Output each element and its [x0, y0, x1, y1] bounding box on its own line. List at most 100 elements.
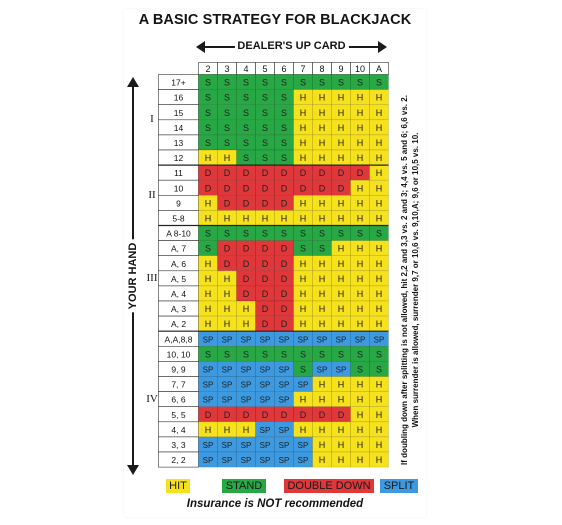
legend: HIT STAND DOUBLE DOWN SPLIT: [160, 479, 418, 493]
strategy-action: H: [338, 93, 345, 103]
strategy-action: S: [205, 138, 211, 148]
strategy-action: H: [319, 138, 326, 148]
strategy-action: S: [205, 123, 211, 133]
strategy-action: H: [319, 198, 326, 208]
strategy-action: D: [243, 198, 250, 208]
strategy-action: S: [243, 138, 249, 148]
your-hand-axis: YOUR HAND: [124, 77, 142, 475]
strategy-action: H: [338, 259, 345, 269]
strategy-action: D: [281, 289, 288, 299]
strategy-action: S: [338, 229, 344, 239]
strategy-action: D: [243, 168, 250, 178]
strategy-action: S: [281, 108, 287, 118]
strategy-action: S: [205, 229, 211, 239]
strategy-action: H: [224, 274, 231, 284]
footnote: If doubling down after splitting is not …: [396, 81, 424, 479]
strategy-action: H: [376, 259, 383, 269]
strategy-action: S: [262, 93, 268, 103]
strategy-action: H: [376, 183, 383, 193]
strategy-action: H: [357, 138, 364, 148]
strategy-action: H: [338, 304, 345, 314]
strategy-action: H: [205, 259, 212, 269]
strategy-action: H: [357, 410, 364, 420]
strategy-action: S: [243, 93, 249, 103]
legend-item-hit: HIT: [166, 479, 190, 493]
hand-label: A, 6: [171, 259, 186, 269]
strategy-action: H: [319, 289, 326, 299]
strategy-action: H: [357, 425, 364, 435]
strategy-action: S: [262, 123, 268, 133]
strategy-action: H: [300, 93, 307, 103]
hand-label: A, 3: [171, 304, 186, 314]
strategy-action: H: [357, 440, 364, 450]
strategy-action: SP: [203, 366, 214, 375]
strategy-action: H: [357, 259, 364, 269]
strategy-action: S: [281, 78, 287, 88]
strategy-action: S: [262, 78, 268, 88]
strategy-action: H: [376, 214, 383, 224]
strategy-cell: [369, 451, 389, 468]
strategy-action: SP: [222, 366, 233, 375]
strategy-action: H: [300, 108, 307, 118]
strategy-action: H: [338, 138, 345, 148]
strategy-action: H: [338, 274, 345, 284]
strategy-action: H: [243, 425, 250, 435]
strategy-action: SP: [260, 396, 271, 405]
strategy-action: H: [205, 289, 212, 299]
strategy-action: H: [357, 198, 364, 208]
hand-label: 7, 7: [171, 380, 185, 390]
strategy-action: H: [376, 380, 383, 390]
strategy-action: S: [376, 365, 382, 375]
strategy-action: H: [224, 304, 231, 314]
strategy-action: S: [338, 349, 344, 359]
strategy-action: H: [319, 395, 326, 405]
strategy-action: S: [319, 349, 325, 359]
strategy-action: H: [300, 123, 307, 133]
strategy-action: D: [262, 244, 269, 254]
strategy-action: SP: [203, 396, 214, 405]
strategy-action: SP: [298, 381, 309, 390]
strategy-action: H: [357, 380, 364, 390]
strategy-action: H: [338, 289, 345, 299]
strategy-action: S: [205, 108, 211, 118]
strategy-action: S: [300, 365, 306, 375]
strategy-action: H: [319, 440, 326, 450]
strategy-action: D: [281, 304, 288, 314]
strategy-action: H: [338, 123, 345, 133]
strategy-action: SP: [260, 456, 271, 465]
strategy-action: D: [262, 274, 269, 284]
strategy-action: S: [338, 78, 344, 88]
footnote-line-1: If doubling down after splitting is not …: [400, 95, 409, 465]
strategy-action: H: [338, 440, 345, 450]
strategy-action: D: [281, 244, 288, 254]
strategy-action: D: [357, 168, 364, 178]
strategy-action: S: [262, 153, 268, 163]
strategy-action: SP: [374, 335, 385, 344]
dealer-card-label: 7: [300, 64, 305, 74]
section-label: IV: [146, 392, 158, 405]
strategy-action: S: [357, 78, 363, 88]
strategy-action: H: [376, 304, 383, 314]
strategy-action: H: [376, 289, 383, 299]
hand-label: 10: [174, 183, 184, 193]
strategy-action: SP: [203, 456, 214, 465]
strategy-action: D: [205, 410, 212, 420]
strategy-action: S: [357, 229, 363, 239]
strategy-action: H: [205, 425, 212, 435]
strategy-action: S: [300, 78, 306, 88]
strategy-action: H: [338, 319, 345, 329]
strategy-action: SP: [279, 335, 290, 344]
strategy-action: H: [205, 198, 212, 208]
strategy-action: SP: [241, 366, 252, 375]
strategy-action: SP: [222, 456, 233, 465]
strategy-action: H: [376, 93, 383, 103]
strategy-action: S: [319, 244, 325, 254]
strategy-action: H: [319, 259, 326, 269]
arrow-down-icon: [127, 465, 139, 475]
strategy-action: SP: [222, 335, 233, 344]
strategy-action: H: [319, 93, 326, 103]
strategy-action: D: [300, 168, 307, 178]
strategy-action: S: [224, 123, 230, 133]
strategy-action: D: [243, 289, 250, 299]
strategy-action: D: [281, 274, 288, 284]
